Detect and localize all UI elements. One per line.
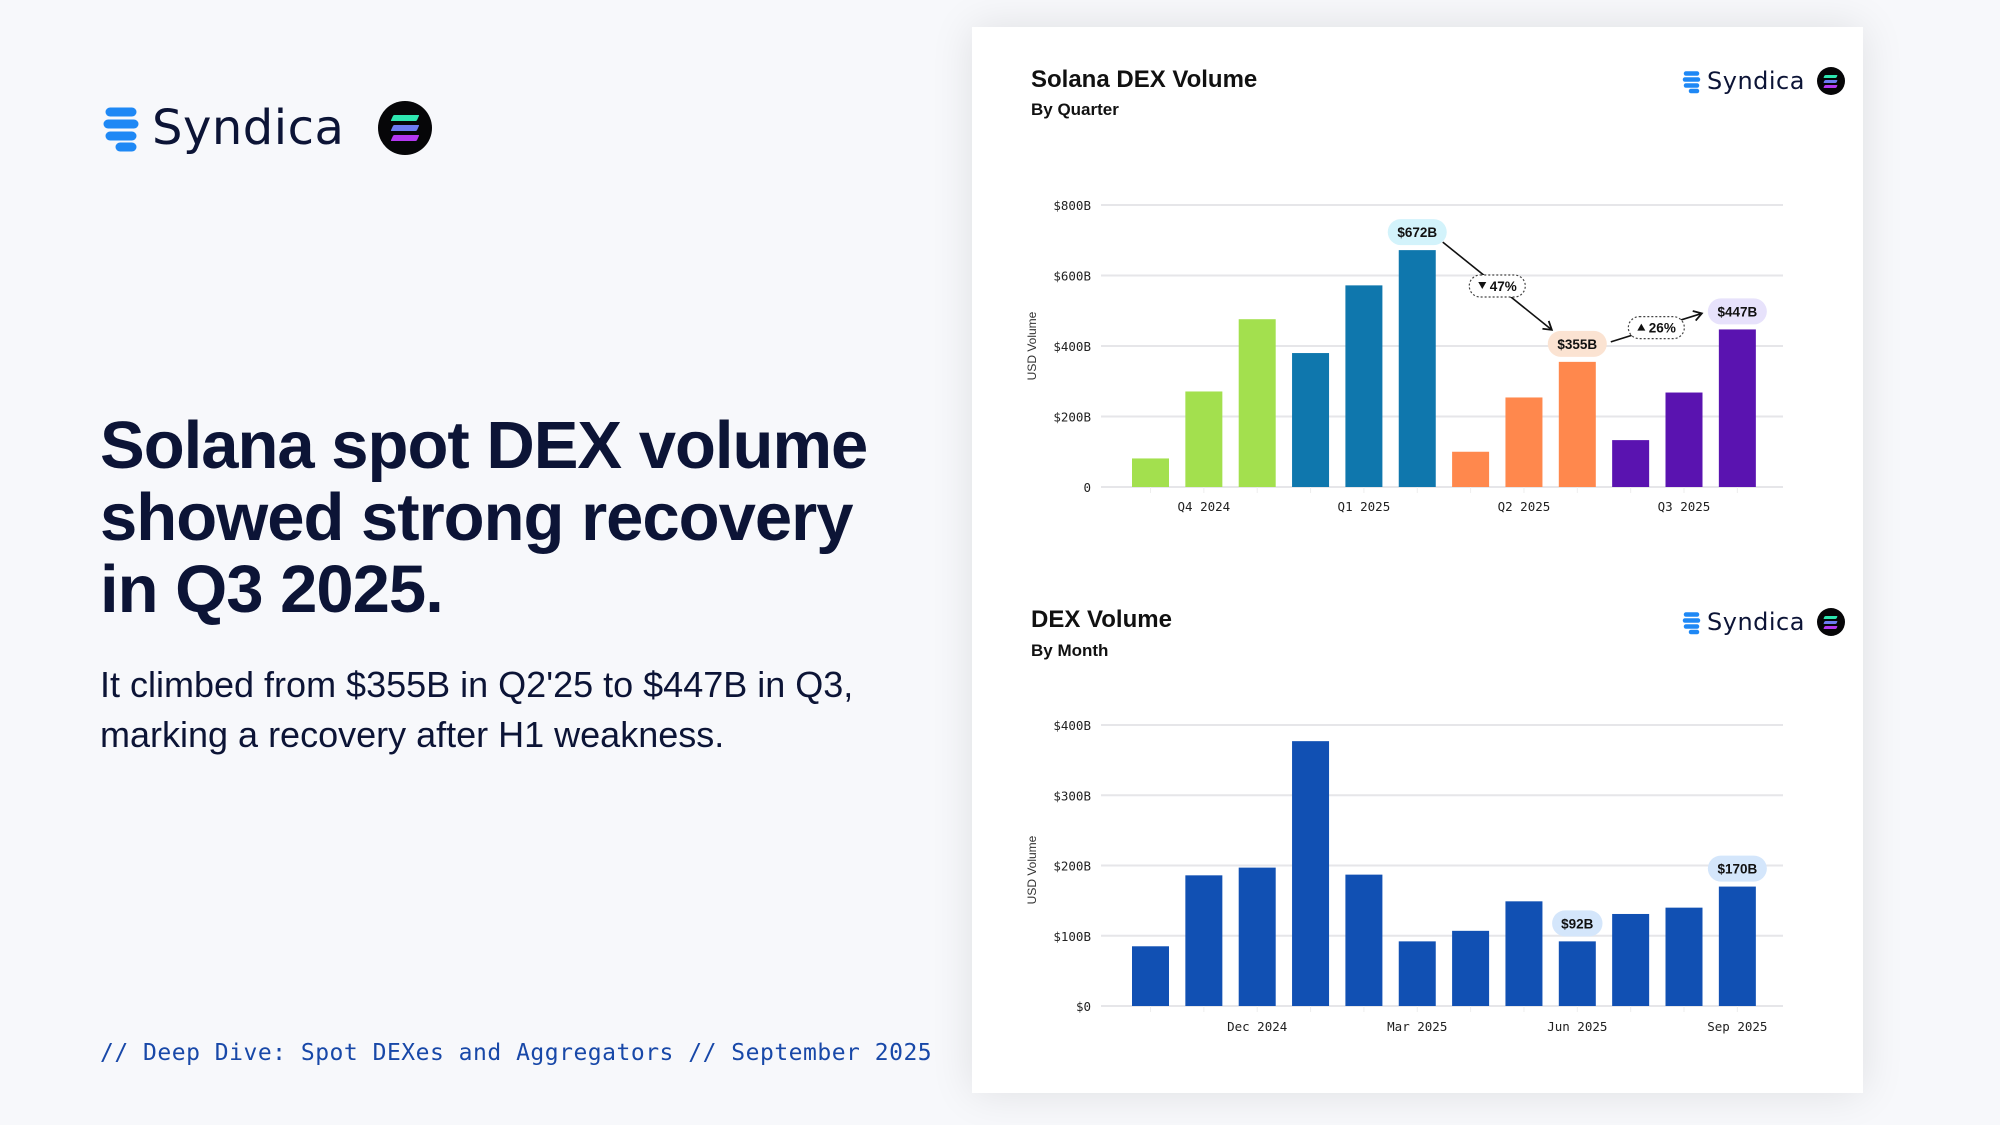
monthly-bar [1345,874,1383,1006]
quarterly-bar [1452,451,1490,487]
triangle-up-icon [1637,323,1646,331]
brand-name: Syndica [1707,67,1805,95]
monthly-chart-subtitle: By Month [1031,641,1109,660]
quarterly-xtick-label: Q1 2025 [1338,499,1391,514]
monthly-ytick-label: $400B [1053,718,1091,733]
quarterly-bar [1132,458,1169,487]
monthly-bar [1398,941,1436,1006]
monthly-xtick-label: Dec 2024 [1227,1019,1287,1034]
quarterly-ytick-label: $200B [1053,410,1091,425]
quarterly-ytick-label: $400B [1053,339,1091,354]
brand-name: Syndica [1707,608,1805,636]
quarterly-bar [1238,319,1276,487]
monthly-xtick-label: Mar 2025 [1387,1019,1447,1034]
monthly-bar [1505,901,1543,1006]
solana-logo-icon [1816,608,1845,636]
quarterly-change-text: 47% [1490,279,1517,294]
quarterly-ytick-label: 0 [1083,480,1091,495]
change-badge-border [1468,274,1526,298]
quarterly-bar [1292,353,1330,487]
quarterly-bar [1665,392,1703,487]
monthly-ytick-label: $200B [1053,859,1091,874]
quarterly-change-badge: 26% [1627,316,1685,340]
brand-name: Syndica [152,100,345,156]
monthly-ytick-label: $300B [1053,788,1091,803]
monthly-chart-brand: Syndica [1681,608,1845,636]
quarterly-bar [1345,285,1383,487]
monthly-xtick-label: Jun 2025 [1547,1019,1607,1034]
quarterly-bar [1505,397,1543,487]
quarterly-bar [1718,329,1756,487]
footer-caption: // Deep Dive: Spot DEXes and Aggregators… [100,1040,933,1066]
monthly-bar [1132,946,1169,1006]
quarterly-data-label-bg [1547,330,1607,357]
quarterly-change-badge: 47% [1468,274,1526,298]
quarterly-data-label: $355B [1547,330,1607,357]
triangle-down-icon [1478,281,1487,289]
quarterly-xtick-label: Q3 2025 [1658,499,1711,514]
solana-logo-icon [1816,67,1845,95]
quarterly-bar [1398,250,1436,487]
quarterly-xtick-label: Q2 2025 [1498,499,1551,514]
quarterly-change-text: 26% [1649,321,1676,336]
quarterly-data-label-text: $355B [1557,337,1597,352]
monthly-bar [1238,867,1276,1006]
quarterly-data-label-text: $672B [1397,225,1437,240]
quarterly-data-label-text: $447B [1717,304,1757,319]
monthly-bar [1665,907,1703,1006]
monthly-bar [1185,875,1223,1006]
monthly-bar [1718,886,1756,1006]
quarterly-data-label-bg [1707,298,1767,325]
syndica-logo-icon [1682,70,1701,93]
quarterly-chart-subtitle: By Quarter [1031,100,1119,119]
quarterly-ytick-label: $800B [1053,198,1091,213]
quarterly-chart-title: Solana DEX Volume [1031,66,1258,93]
monthly-data-label: $170B [1707,855,1767,882]
subtext: It climbed from $355B in Q2'25 to $447B … [100,664,854,755]
monthly-ytick-label: $0 [1076,999,1091,1014]
monthly-xtick-label: Sep 2025 [1707,1019,1767,1034]
monthly-data-label: $92B [1552,910,1603,937]
quarterly-bar [1185,391,1223,487]
quarterly-bar [1558,361,1596,487]
quarterly-data-label: $672B [1387,219,1447,246]
quarterly-chart-brand: Syndica [1681,67,1845,95]
quarterly-xtick-label: Q4 2024 [1178,499,1231,514]
monthly-bar [1452,930,1490,1006]
monthly-data-label-bg [1552,910,1603,937]
quarterly-ytick-label: $600B [1053,269,1091,284]
change-badge-border [1627,316,1685,340]
quarterly-bar [1612,440,1650,487]
headline: Solana spot DEX volume showed strong rec… [100,408,868,627]
syndica-logo-icon [1682,611,1701,634]
solana-logo-icon [378,101,433,155]
monthly-chart-title: DEX Volume [1031,606,1172,633]
monthly-data-label-text: $92B [1561,916,1594,931]
quarterly-data-label-bg [1387,219,1447,246]
monthly-bar [1612,913,1650,1006]
monthly-bar [1558,941,1596,1006]
monthly-data-label-bg [1707,855,1767,882]
quarterly-yaxis-label: USD Volume [1025,311,1039,380]
syndica-logo-icon [103,107,139,152]
monthly-data-label-text: $170B [1717,862,1757,877]
quarterly-data-label: $447B [1707,298,1767,325]
brand-header: Syndica [100,100,433,156]
syndica-logo: Syndica [100,100,344,156]
monthly-ytick-label: $100B [1053,929,1091,944]
monthly-yaxis-label: USD Volume [1025,835,1039,904]
monthly-bar [1292,741,1330,1006]
